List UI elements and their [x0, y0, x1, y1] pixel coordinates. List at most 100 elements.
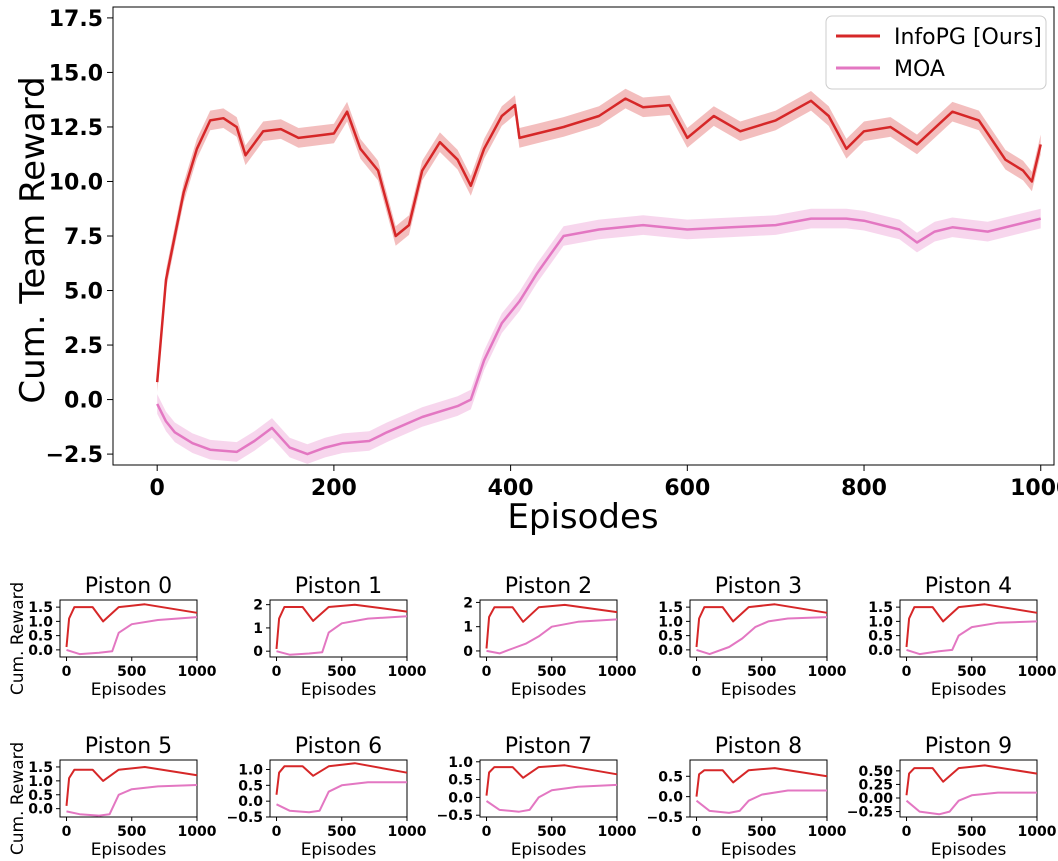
main-y-tick-label: 15.0: [49, 61, 103, 86]
piston-6-subplot: Piston 6 −0.50.00.51.0 0 500 1000 Episodes: [226, 734, 426, 860]
piston-8-x-axis-label: Episodes: [721, 840, 797, 860]
main-x-tick-label: 800: [841, 476, 887, 501]
piston-7-y-tick-label: 1.0: [448, 755, 473, 771]
piston-8-infopg-line: [695, 767, 828, 797]
main-x-tick-label: 1000: [1010, 476, 1058, 501]
piston-3-moa-line: [696, 616, 828, 656]
piston-4-y-tick-label: 1.0: [868, 614, 893, 630]
piston-6-y-tick-label: 1.0: [238, 763, 263, 779]
main-x-tick-label: 600: [664, 476, 710, 501]
piston-1-title: Piston 1: [295, 574, 382, 599]
piston-8-y-tick-label: −0.5: [646, 810, 683, 826]
piston-9-frame: [899, 759, 1038, 818]
piston-3-subplot: Piston 3 0.00.51.01.5 0 500 1000 Episodes: [658, 574, 847, 700]
piston-2-y-tick-label: 0: [463, 644, 473, 660]
main-y-tick-label: 17.5: [49, 7, 103, 32]
piston-2-moa-line: [486, 618, 618, 655]
piston-6-x-tick-label: 500: [327, 824, 356, 840]
piston-5-x-axis-label: Episodes: [91, 840, 167, 860]
piston-7-moa-line: [485, 783, 618, 813]
piston-3-x-tick-label: 500: [747, 664, 776, 680]
piston-9-x-tick-label: 1000: [1018, 824, 1057, 840]
piston-6-frame: [269, 759, 408, 818]
piston-3-x-axis-label: Episodes: [721, 680, 797, 700]
piston-7-subplot: Piston 7 −0.5 0.00.5 1.0 0 500 1000 Episodes: [436, 734, 636, 860]
piston-1-y-tick-label: 2: [253, 598, 263, 614]
piston-7-x-tick-label: 500: [537, 824, 566, 840]
piston-3-y-tick-label: 1.5: [658, 600, 683, 616]
piston-5-x-tick-label: 0: [62, 824, 72, 840]
main-x-tick-label: 200: [311, 476, 357, 501]
piston-6-x-tick-label: 0: [272, 824, 282, 840]
piston-7-y-tick-label: 0.0: [448, 790, 473, 806]
piston-6-moa-line: [276, 781, 407, 814]
piston-5-y-tick-label: 1.5: [28, 760, 53, 776]
piston-3-x-tick-label: 0: [692, 664, 702, 680]
piston-9-y-tick-label: 0.00: [858, 791, 893, 807]
piston-4-x-tick-label: 1000: [1018, 664, 1057, 680]
piston-2-subplot: Piston 2 0 1 2 0 500 1000 Episodes: [463, 574, 636, 700]
moa-confidence-band: [157, 208, 1041, 464]
piston-8-frame: [689, 759, 828, 818]
piston-2-x-tick-label: 1000: [598, 664, 637, 680]
piston-6-x-axis-label: Episodes: [301, 840, 377, 860]
piston-9-y-tick-label: −0.25: [847, 805, 893, 821]
piston-2-y-tick-label: 2: [463, 595, 473, 611]
piston-9-subplot: Piston 9 −0.250.000.250.50 0 500 1000 Episode…: [847, 734, 1057, 860]
piston-0-infopg-line: [65, 603, 198, 648]
piston-4-y-tick-label: 0.5: [868, 629, 893, 645]
piston-1-infopg-line: [275, 603, 408, 649]
piston-5-subplot: Piston 5 0.00.51.01.5 0 500 1000 Episodes Cum.…: [8, 734, 217, 860]
main-y-tick-label: 12.5: [49, 116, 103, 141]
piston-5-y-axis-label: Cum. Reward: [8, 742, 28, 855]
main-series-lines: [155, 88, 1042, 464]
piston-2-title: Piston 2: [505, 574, 592, 599]
main-x-tick-label: 0: [150, 476, 165, 501]
piston-7-title: Piston 7: [505, 734, 592, 759]
main-x-axis-label: Episodes: [507, 497, 658, 537]
piston-0-y-tick-label: 1.0: [28, 614, 53, 630]
piston-5-moa-line: [66, 784, 198, 817]
piston-0-y-tick-label: 0.0: [28, 643, 53, 659]
piston-1-x-tick-label: 1000: [388, 664, 427, 680]
piston-0-x-tick-label: 1000: [178, 664, 217, 680]
piston-6-x-tick-label: 1000: [388, 824, 427, 840]
piston-1-y-tick-label: 0: [253, 644, 263, 660]
piston-5-y-tick-label: 1.0: [28, 774, 53, 790]
main-y-tick-label: 0.0: [64, 389, 103, 414]
piston-5-x-tick-label: 500: [117, 824, 146, 840]
main-y-axis-label: Cum. Team Reward: [13, 76, 53, 403]
main-y-tick-label: 5.0: [64, 280, 103, 305]
legend-moa-label: MOA: [894, 57, 945, 82]
piston-9-title: Piston 9: [925, 734, 1012, 759]
piston-8-moa-line: [695, 789, 827, 814]
piston-8-subplot: Piston 8 −0.5 0.0 0.5 0 500 1000 Episodes: [646, 734, 846, 860]
main-y-ticks: −2.5 0.0 2.5 5.0 7.5 10.0 12.5 15.0 17.5: [46, 7, 113, 468]
piston-6-y-tick-label: 0.5: [238, 778, 263, 794]
piston-3-y-tick-label: 1.0: [658, 614, 683, 630]
piston-0-title: Piston 0: [85, 574, 172, 599]
piston-1-moa-line: [276, 615, 408, 656]
infopg-confidence-band: [157, 88, 1041, 392]
main-reward-chart: −2.5 0.0 2.5 5.0 7.5 10.0 12.5 15.0 17.5 0 200 400…: [13, 6, 1058, 537]
piston-0-moa-line: [66, 616, 198, 656]
piston-0-x-tick-label: 500: [117, 664, 146, 680]
piston-9-y-tick-label: 0.50: [858, 764, 893, 780]
piston-9-y-tick-label: 0.25: [858, 777, 893, 793]
piston-1-x-tick-label: 500: [327, 664, 356, 680]
piston-7-frame: [479, 759, 618, 818]
piston-1-x-tick-label: 0: [272, 664, 282, 680]
piston-4-infopg-line: [905, 603, 1038, 648]
piston-7-x-axis-label: Episodes: [511, 840, 587, 860]
piston-8-y-tick-label: 0.5: [658, 769, 683, 785]
piston-8-title: Piston 8: [715, 734, 802, 759]
piston-1-subplot: Piston 1 0 1 2 0 500 1000 Episodes: [253, 574, 426, 700]
legend-infopg-label: InfoPG [Ours]: [894, 25, 1042, 50]
piston-5-y-tick-label: 0.5: [28, 788, 53, 804]
piston-1-x-axis-label: Episodes: [301, 680, 377, 700]
piston-7-x-tick-label: 1000: [598, 824, 637, 840]
piston-8-x-tick-label: 500: [747, 824, 776, 840]
piston-9-infopg-line: [905, 764, 1038, 796]
piston-9-moa-line: [905, 791, 1037, 816]
